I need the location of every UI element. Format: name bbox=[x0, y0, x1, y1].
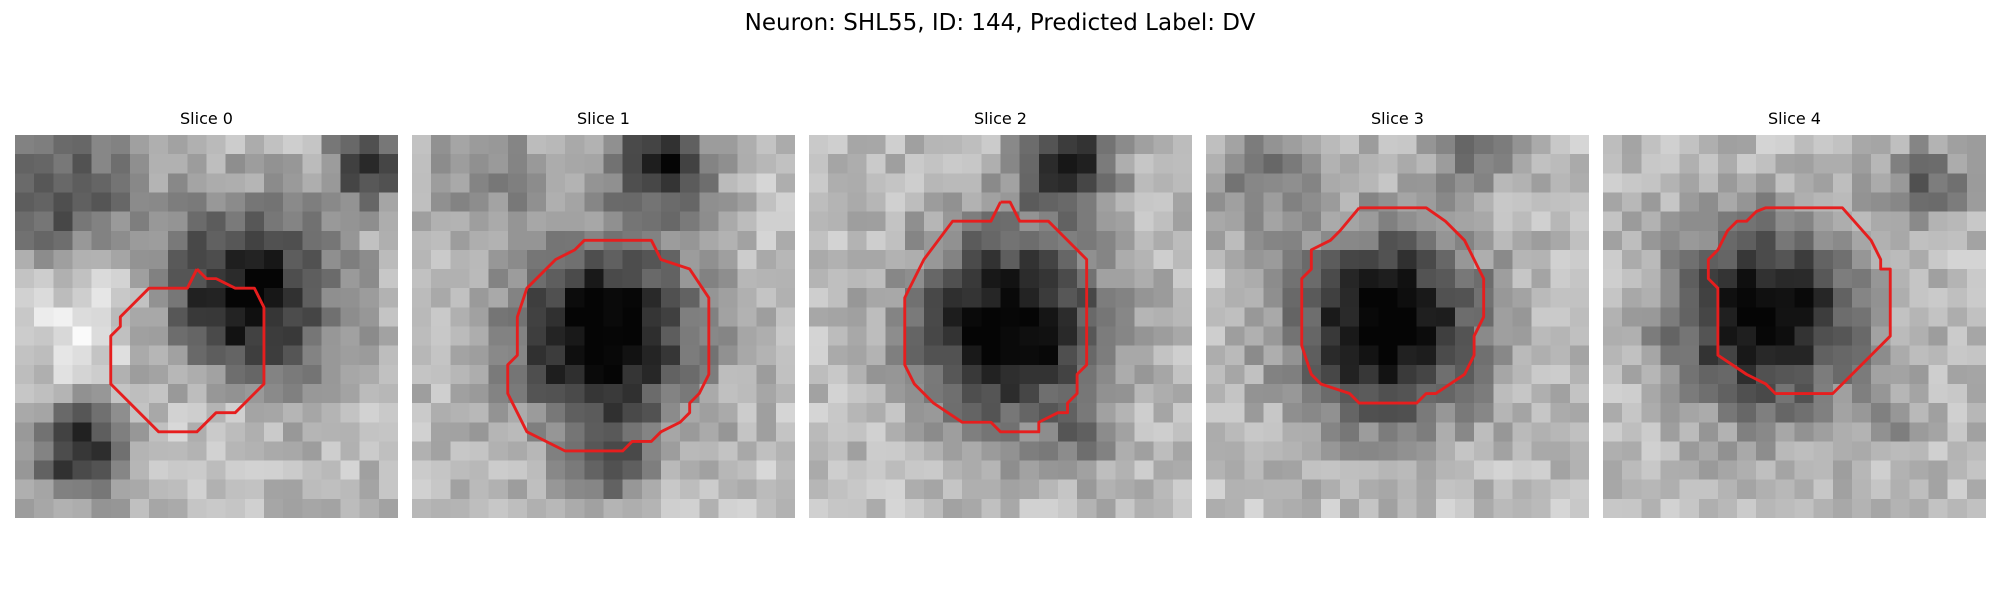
slice-title: Slice 0 bbox=[180, 109, 233, 128]
slice-title: Slice 2 bbox=[974, 109, 1027, 128]
slice-panel-2: Slice 2 bbox=[809, 107, 1192, 522]
slice-title: Slice 4 bbox=[1768, 109, 1821, 128]
pixel-grid bbox=[15, 135, 398, 518]
microscopy-image bbox=[1206, 135, 1589, 518]
pixel-grid bbox=[1603, 135, 1986, 518]
cell-contour bbox=[109, 268, 266, 434]
pixel-grid bbox=[1206, 135, 1589, 518]
microscopy-image bbox=[1603, 135, 1986, 518]
pixel-grid bbox=[412, 135, 795, 518]
slice-title: Slice 1 bbox=[577, 109, 630, 128]
slice-title: Slice 3 bbox=[1371, 109, 1424, 128]
microscopy-image bbox=[15, 135, 398, 518]
cell-contour bbox=[1300, 206, 1486, 405]
pixel-grid bbox=[809, 135, 1192, 518]
cell-contour bbox=[903, 200, 1089, 434]
slice-panel-4: Slice 4 bbox=[1603, 107, 1986, 522]
cell-contour bbox=[506, 238, 711, 453]
microscopy-image bbox=[412, 135, 795, 518]
figure-title: Neuron: SHL55, ID: 144, Predicted Label:… bbox=[744, 10, 1256, 36]
cell-contour bbox=[1706, 206, 1892, 395]
slice-panel-0: Slice 0 bbox=[15, 107, 398, 522]
slice-panel-3: Slice 3 bbox=[1206, 107, 1589, 522]
slice-panel-1: Slice 1 bbox=[412, 107, 795, 522]
microscopy-image bbox=[809, 135, 1192, 518]
